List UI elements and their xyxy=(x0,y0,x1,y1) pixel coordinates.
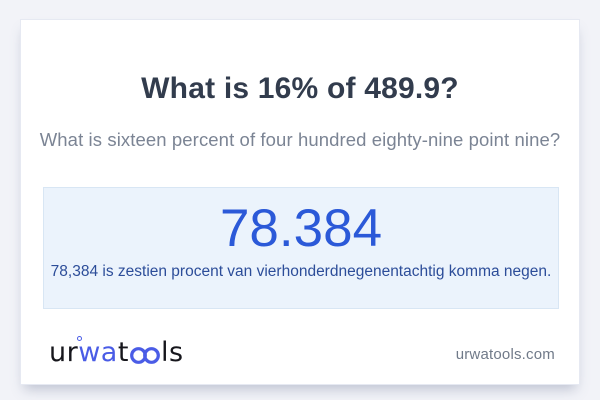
urwatools-logo: ur wa t ls xyxy=(49,336,184,368)
logo-text-ur: ur xyxy=(49,337,79,368)
answer-value: 78.384 xyxy=(219,199,383,258)
card-footer: ur wa t ls urwatools.com xyxy=(49,336,555,368)
answer-sentence: 78,384 is zestien procent van vierhonder… xyxy=(50,263,552,280)
result-card: What is 16% of 489.9? What is sixteen pe… xyxy=(20,19,580,385)
logo-text-wa: wa xyxy=(77,336,118,368)
logo-text-ls: ls xyxy=(160,337,184,368)
question-subtitle: What is sixteen percent of four hundred … xyxy=(39,129,561,150)
glasses-oo-icon xyxy=(130,347,160,364)
logo-text-t: t xyxy=(117,337,129,368)
answer-box: 78.384 78,384 is zestien procent van vie… xyxy=(43,187,559,309)
question-title: What is 16% of 489.9? xyxy=(141,72,459,105)
website-url: urwatools.com xyxy=(455,346,555,363)
